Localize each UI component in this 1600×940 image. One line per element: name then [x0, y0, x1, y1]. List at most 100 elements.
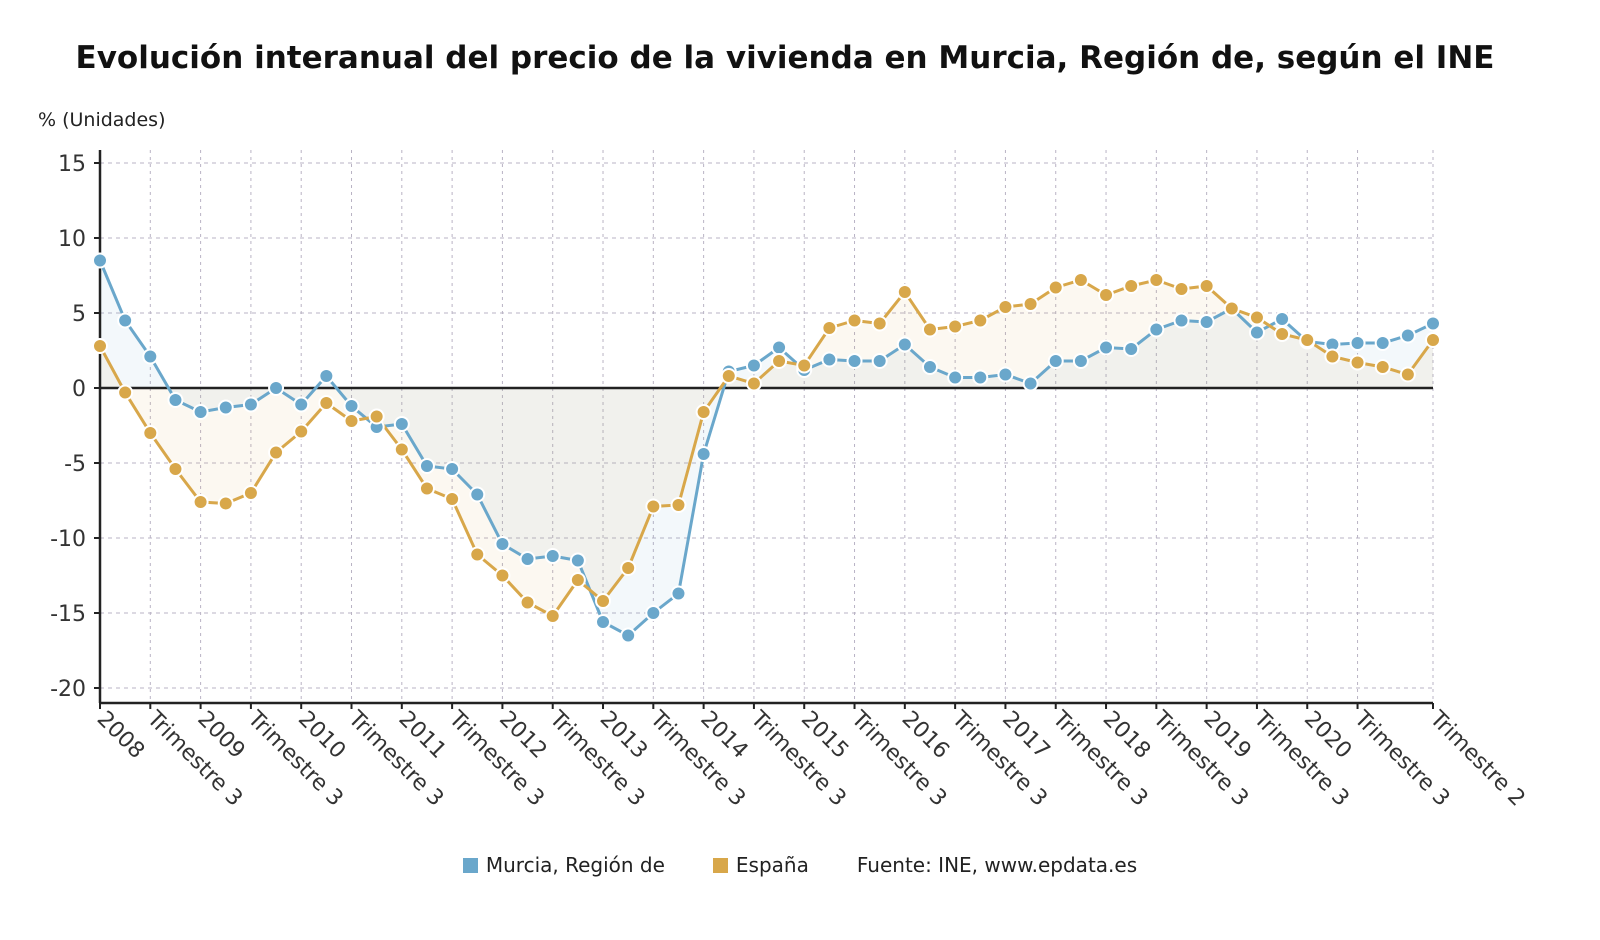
data-point-0: [745, 357, 762, 374]
data-point-1: [796, 357, 813, 374]
data-point-0: [167, 392, 184, 408]
data-point-1: [1123, 278, 1140, 294]
data-point-0: [569, 552, 586, 569]
data-point-0: [1399, 327, 1416, 344]
data-point-1: [1274, 326, 1291, 342]
y-tick-label: 0: [72, 377, 86, 402]
legend-swatch-espana: [712, 857, 728, 873]
data-point-1: [569, 572, 586, 588]
data-point-1: [871, 315, 888, 332]
data-point-0: [997, 366, 1014, 383]
data-point-1: [1399, 366, 1416, 383]
data-point-1: [1173, 281, 1190, 297]
data-point-1: [1098, 287, 1115, 303]
area-fill-1: [100, 280, 1433, 616]
data-point-1: [720, 368, 737, 384]
data-point-0: [1248, 324, 1265, 341]
data-point-1: [595, 593, 612, 609]
y-axis-label: % (Unidades): [38, 109, 166, 131]
data-point-1: [846, 312, 863, 329]
y-tick-label: 10: [58, 227, 86, 252]
data-point-0: [947, 369, 964, 386]
data-point-1: [921, 321, 938, 338]
data-point-1: [1072, 272, 1089, 288]
data-point-1: [620, 560, 637, 576]
x-tick-label: 2008: [92, 707, 149, 764]
data-point-0: [595, 614, 612, 630]
data-point-0: [972, 369, 989, 386]
data-point-1: [92, 338, 108, 354]
data-point-1: [1047, 279, 1064, 296]
data-point-0: [494, 536, 511, 552]
data-point-1: [519, 594, 536, 611]
data-point-0: [846, 353, 863, 369]
data-point-0: [1274, 311, 1291, 327]
data-point-0: [469, 486, 486, 503]
data-point-1: [1324, 348, 1341, 365]
data-point-1: [670, 497, 687, 513]
data-point-1: [217, 495, 234, 512]
data-point-0: [1072, 353, 1089, 369]
data-point-1: [318, 395, 335, 411]
data-point-1: [771, 353, 788, 369]
legend-label-espana: España: [735, 853, 809, 877]
data-point-1: [444, 491, 461, 507]
data-point-1: [544, 608, 561, 624]
data-point-0: [645, 605, 662, 621]
data-point-1: [997, 299, 1014, 315]
data-point-0: [268, 380, 285, 396]
data-point-1: [343, 413, 360, 429]
data-point-1: [418, 480, 435, 497]
data-point-0: [519, 551, 536, 567]
data-point-1: [117, 384, 134, 401]
data-point-1: [242, 485, 259, 501]
data-point-1: [645, 498, 662, 515]
data-point-0: [1198, 314, 1215, 330]
area-fill-0: [100, 260, 1433, 636]
legend-label-murcia: Murcia, Región de: [485, 853, 665, 877]
y-tick-label: -10: [50, 527, 86, 552]
data-point-1: [469, 546, 486, 563]
y-tick-label: 15: [58, 152, 86, 177]
data-point-1: [1299, 332, 1316, 348]
data-point-1: [1223, 300, 1240, 317]
data-point-1: [192, 494, 209, 510]
data-point-1: [1198, 278, 1215, 294]
data-point-1: [494, 567, 511, 584]
source-note: Fuente: INE, www.epdata.es: [856, 853, 1138, 877]
data-point-1: [393, 441, 410, 458]
data-point-0: [670, 585, 687, 602]
data-point-0: [293, 396, 310, 413]
data-point-1: [745, 375, 762, 392]
y-tick-label: -15: [50, 602, 86, 627]
data-point-0: [242, 396, 259, 413]
data-point-1: [821, 320, 838, 336]
data-point-0: [217, 399, 234, 416]
data-point-0: [896, 336, 913, 353]
y-tick-label: 5: [72, 302, 86, 327]
data-point-0: [1047, 353, 1064, 369]
data-point-1: [972, 312, 989, 329]
legend-item-murcia[interactable]: Murcia, Región de: [462, 853, 665, 877]
legend-item-espana[interactable]: España: [712, 853, 809, 877]
legend: Murcia, Región de España Fuente: INE, ww…: [0, 853, 1600, 877]
data-point-0: [418, 458, 435, 474]
data-point-0: [821, 351, 838, 368]
data-point-1: [1148, 272, 1165, 288]
chart-title: Evolución interanual del precio de la vi…: [75, 40, 1495, 76]
data-point-1: [268, 444, 285, 461]
data-point-0: [544, 548, 561, 564]
data-point-0: [871, 353, 888, 369]
data-point-0: [695, 446, 712, 462]
data-point-1: [368, 408, 385, 425]
data-point-0: [117, 312, 134, 329]
data-point-0: [142, 348, 159, 365]
data-point-0: [318, 368, 335, 384]
data-point-0: [771, 339, 788, 356]
data-point-1: [1349, 354, 1366, 371]
data-point-0: [192, 404, 209, 420]
data-point-1: [1248, 309, 1265, 326]
data-point-1: [695, 404, 712, 420]
data-point-0: [1123, 341, 1140, 357]
data-point-0: [1425, 315, 1441, 332]
